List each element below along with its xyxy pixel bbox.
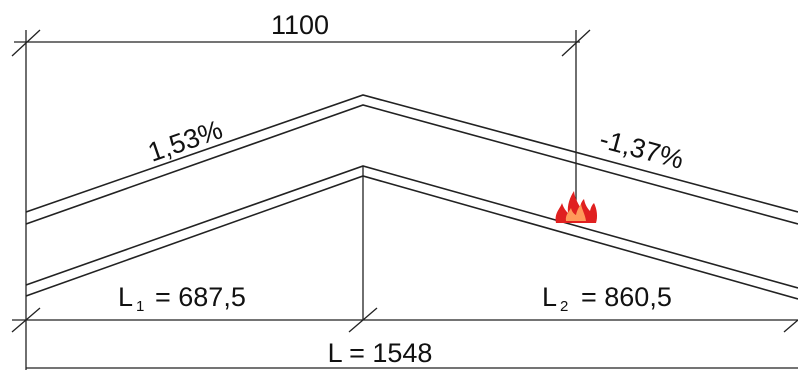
top-dimension: 1100 — [11, 10, 591, 370]
total-length-label: L = 1548 — [328, 338, 433, 368]
top-span-label: 1100 — [271, 10, 329, 40]
left-gradient-label: 1,53% — [144, 114, 226, 167]
left-length-subscript: 1 — [136, 298, 144, 315]
left-length-label: L — [118, 282, 133, 312]
right-length-label: L — [542, 282, 557, 312]
lower-profile — [25, 165, 798, 300]
right-length-subscript: 2 — [560, 298, 568, 315]
segment-dimensions: L 1 = 687,5 L 2 = 860,5 — [11, 282, 798, 333]
right-gradient-label: -1,37% — [596, 124, 686, 175]
upper-profile — [25, 94, 798, 225]
left-length-value: = 687,5 — [155, 282, 246, 312]
fire-icon — [555, 191, 598, 223]
right-length-value: = 860,5 — [581, 282, 672, 312]
total-dimension: L = 1548 — [26, 338, 798, 369]
